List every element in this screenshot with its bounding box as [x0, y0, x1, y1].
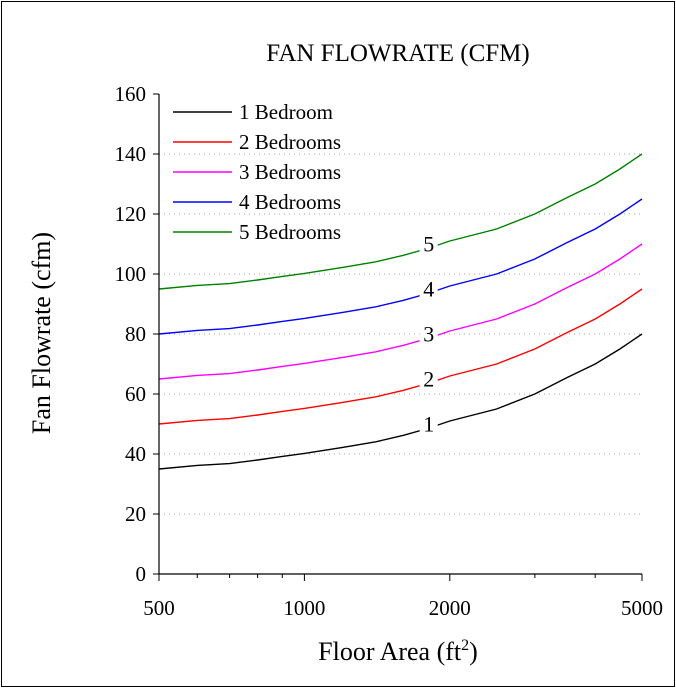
x-tick-labels: 500 1000 2000 5000: [143, 596, 663, 620]
series-inline-labels: 1 2 3 4 5: [419, 230, 438, 437]
inline-label-bg-1: [419, 410, 438, 435]
series-line-5: [158, 153, 643, 290]
inline-label-bg-5: [419, 230, 438, 255]
series-lines: [158, 153, 643, 470]
legend-label-4: 4 Bedrooms: [239, 190, 341, 214]
y-tick-label-20: 20: [125, 502, 146, 526]
y-tick-label-60: 60: [125, 382, 146, 406]
series-line-3: [158, 243, 643, 380]
inline-label-2: 2: [423, 367, 434, 392]
x-axis-label: Floor Area (ft2): [318, 637, 478, 666]
series-line-4: [158, 198, 643, 335]
series-line-2: [158, 288, 643, 425]
legend-label-1: 1 Bedroom: [239, 100, 333, 124]
grid-lines: [159, 153, 642, 515]
x-tick-label-1000: 1000: [283, 596, 325, 620]
y-tick-label-80: 80: [125, 322, 146, 346]
y-tick-label-160: 160: [115, 82, 147, 106]
inline-label-bg-4: [419, 275, 438, 300]
inline-label-4: 4: [423, 277, 434, 302]
y-tick-label-140: 140: [115, 142, 147, 166]
x-tick-label-2000: 2000: [429, 596, 471, 620]
inline-label-5: 5: [423, 232, 434, 257]
tick-marks: [153, 93, 643, 581]
inline-label-bg-3: [419, 320, 438, 345]
legend-label-3: 3 Bedrooms: [239, 160, 341, 184]
inline-label-3: 3: [423, 322, 434, 347]
chart-title: FAN FLOWRATE (CFM): [266, 40, 529, 67]
y-tick-label-100: 100: [115, 262, 147, 286]
inline-label-1: 1: [423, 412, 434, 437]
legend-label-5: 5 Bedrooms: [239, 220, 341, 244]
x-tick-label-500: 500: [143, 596, 175, 620]
inline-label-bg-2: [419, 365, 438, 390]
y-tick-label-120: 120: [115, 202, 147, 226]
y-tick-label-40: 40: [125, 442, 146, 466]
legend: 1 Bedroom 2 Bedrooms 3 Bedrooms 4 Bedrooms 5…: [173, 100, 341, 244]
series-line-1: [158, 333, 643, 470]
legend-label-2: 2 Bedrooms: [239, 130, 341, 154]
y-axis-label: Fan Flowrate (cfm): [27, 232, 56, 434]
y-tick-labels: 0 20 40 60 80 100 120 140 160: [115, 82, 147, 586]
y-tick-label-0: 0: [136, 562, 147, 586]
x-tick-label-5000: 5000: [621, 596, 663, 620]
